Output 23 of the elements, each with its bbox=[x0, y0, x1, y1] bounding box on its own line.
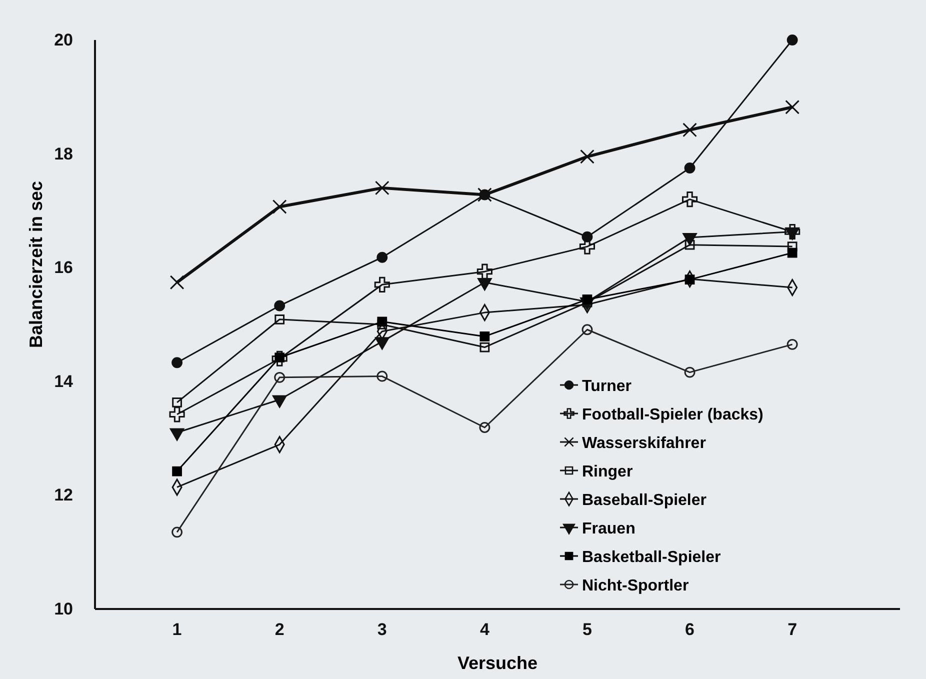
x-tick-label: 5 bbox=[582, 620, 592, 640]
x-tick-label: 2 bbox=[274, 620, 284, 640]
legend-label: Turner bbox=[582, 378, 632, 395]
y-tick-label: 16 bbox=[54, 258, 73, 278]
x-tick-label: 4 bbox=[480, 620, 490, 640]
x-tick-label: 3 bbox=[377, 620, 387, 640]
legend-label: Football-Spieler (backs) bbox=[582, 406, 764, 424]
y-axis-title: Balancierzeit in sec bbox=[26, 180, 46, 348]
legend-label: Ringer bbox=[582, 464, 633, 480]
y-tick-label: 14 bbox=[54, 372, 74, 391]
y-tick-label: 18 bbox=[54, 144, 73, 164]
legend-label: Nicht-Sportler bbox=[582, 578, 689, 594]
x-tick-label: 7 bbox=[788, 620, 798, 640]
legend-label: Wasserskifahrer bbox=[582, 435, 706, 452]
legend-label: Baseball-Spieler bbox=[582, 492, 706, 509]
x-tick-label: 6 bbox=[685, 620, 695, 640]
y-tick-label: 12 bbox=[54, 486, 73, 505]
y-tick-label: 10 bbox=[54, 599, 73, 618]
y-tick-label: 20 bbox=[54, 30, 73, 50]
legend-label: Basketball-Spieler bbox=[582, 549, 721, 566]
legend-label: Frauen bbox=[582, 520, 636, 538]
x-axis-title: Versuche bbox=[457, 653, 538, 673]
x-tick-label: 1 bbox=[172, 620, 182, 640]
